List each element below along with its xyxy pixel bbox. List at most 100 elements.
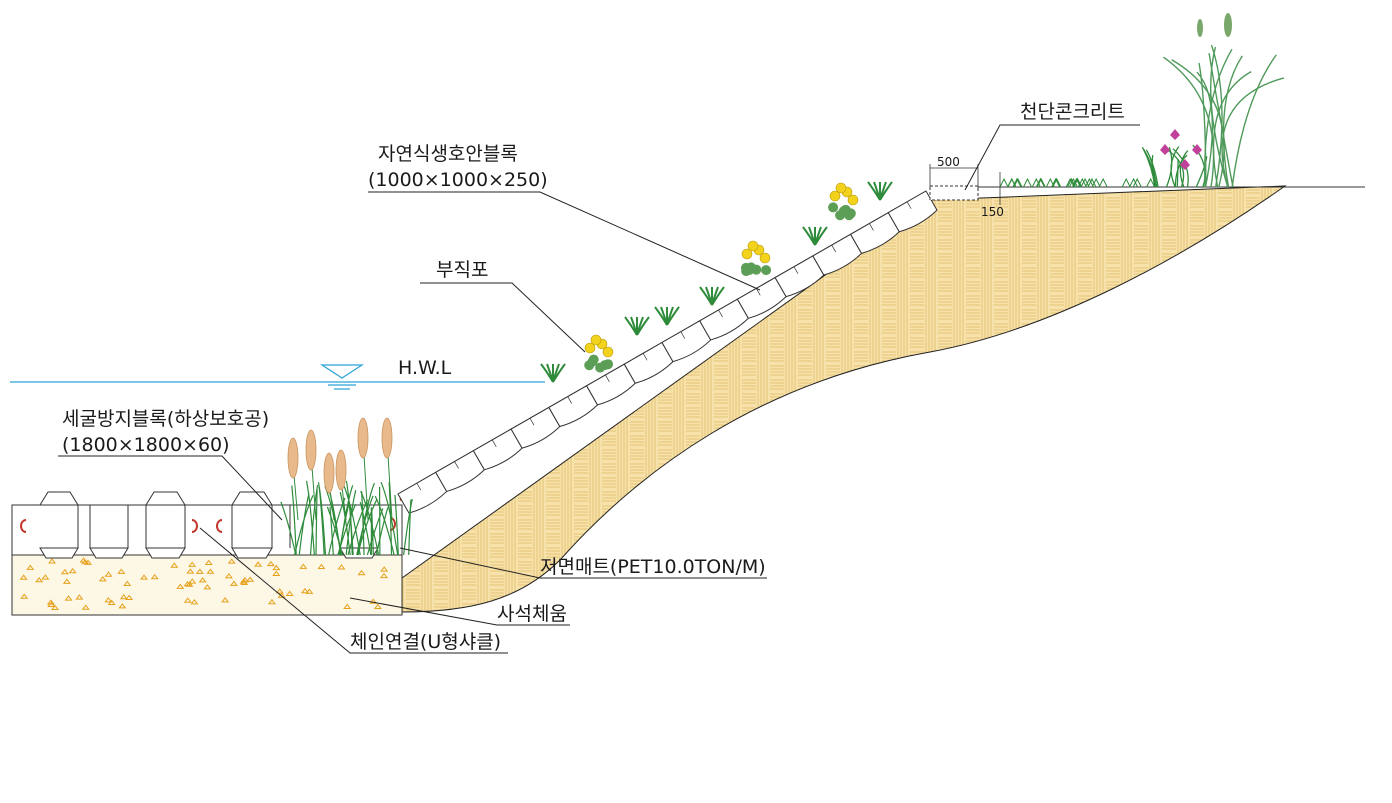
tall-reed-leaf <box>1204 48 1233 188</box>
gravel-chip <box>183 597 192 603</box>
grass-blade <box>291 485 297 556</box>
ground-cover <box>1065 177 1075 188</box>
scour-block-top <box>231 491 273 506</box>
ground-cover <box>1098 177 1108 188</box>
gravel-chip <box>104 571 113 577</box>
natural-block-leader <box>368 191 761 291</box>
reed-stem <box>311 466 317 521</box>
iris-leaf <box>1141 146 1156 188</box>
crest-concrete-label: 천단콘크리트 <box>1020 101 1125 123</box>
gravel-chip <box>19 574 28 580</box>
gravel-chip <box>195 568 204 574</box>
yellow-flower <box>584 342 596 354</box>
iris-flower <box>1160 144 1170 155</box>
gravel-chip <box>81 604 90 610</box>
chain-label: 체인연결(U형샤클) <box>350 631 501 653</box>
ground-cover <box>1035 177 1045 188</box>
reed-stem <box>329 489 335 521</box>
gravel-chip <box>373 603 382 610</box>
reed-head <box>335 449 347 491</box>
flower-leaf <box>588 354 599 365</box>
gravel-chip <box>246 576 255 582</box>
iris-leaf <box>1195 156 1208 188</box>
gravel-chip <box>285 590 294 596</box>
iris-flower <box>1192 144 1202 155</box>
crest-concrete <box>929 164 1001 205</box>
grass-blade <box>305 480 315 556</box>
reed-stem <box>363 454 369 521</box>
dim-width-label: 500 <box>937 155 960 169</box>
gravel-chip <box>224 573 233 579</box>
gravel-chip <box>48 558 57 564</box>
grass-blade <box>315 489 318 556</box>
ground-cover <box>1129 177 1139 188</box>
gravel-chip <box>337 564 346 570</box>
tall-reed-leaf <box>1208 53 1234 188</box>
ground-cover <box>1073 177 1083 188</box>
yellow-flower <box>759 252 771 264</box>
scour-block-bottom <box>231 547 273 559</box>
ground-cover <box>999 177 1009 188</box>
gravel-chip <box>35 576 44 583</box>
slope-block-joint <box>416 483 422 491</box>
reed-stem <box>293 474 299 521</box>
gravel-chip <box>26 564 35 570</box>
tall-reed-leaf <box>1212 70 1252 188</box>
scour-block-bottom <box>39 547 79 559</box>
slope-block-joint <box>831 244 836 253</box>
gravel-chip <box>221 597 230 603</box>
slope-block-joint <box>793 266 799 274</box>
slope-block-unit <box>887 190 938 233</box>
iris-flower <box>1170 129 1180 140</box>
grass-blade <box>280 501 297 556</box>
gravel-chip <box>379 572 388 579</box>
flower-leaf <box>740 262 751 273</box>
gravel-chip <box>240 579 249 586</box>
gravel-chip <box>272 570 281 576</box>
grass-tuft-blade <box>711 286 725 306</box>
ground-cover <box>1007 177 1017 188</box>
tall-reed-leaf <box>1221 77 1285 188</box>
flower-leaf <box>761 265 772 276</box>
scour-block-size-label: (1800×1800×60) <box>62 434 230 456</box>
reed-head <box>381 417 393 459</box>
ground-cover <box>1080 177 1090 188</box>
gravel-chip <box>343 603 352 609</box>
grass-blade <box>360 490 380 556</box>
reed-head <box>305 429 317 471</box>
iris-leaf <box>1174 154 1188 188</box>
scour-block-bottom <box>145 547 186 559</box>
gravel-chip <box>369 598 378 604</box>
ground-cover <box>1052 177 1062 188</box>
gravel-chip <box>75 594 84 600</box>
slope-block-joint <box>567 396 572 404</box>
gravel-chip <box>188 578 197 584</box>
gravel-chip <box>62 578 71 584</box>
ground-cover <box>1045 177 1055 188</box>
chain-leader <box>199 527 508 654</box>
tall-reed-leaf <box>1231 54 1277 188</box>
gravel-chip <box>186 568 195 574</box>
ground-cover <box>1072 177 1082 188</box>
ground-cover <box>1023 177 1032 188</box>
toe-grass-plants <box>280 417 413 556</box>
yellow-flower <box>741 248 753 260</box>
yellow-flower <box>835 182 847 194</box>
flower-leaf <box>835 210 846 221</box>
grass-blade <box>357 482 375 556</box>
gravel-chip <box>203 584 212 590</box>
natural-block-name-label: 자연식생호안블록 <box>378 143 518 165</box>
gravel-chip <box>47 601 56 607</box>
grass-blade <box>309 484 319 556</box>
grass-blade <box>408 499 412 556</box>
ground-cover <box>1091 177 1101 188</box>
gravel-fill-leader <box>349 597 570 626</box>
grass-blade <box>371 508 374 556</box>
scour-block-top <box>145 491 186 506</box>
iris-leaf <box>1149 156 1157 188</box>
grass-blade <box>394 494 399 556</box>
gravel-chip <box>317 563 326 570</box>
scour-block-bottom <box>89 547 129 559</box>
ground-cover <box>1132 177 1142 188</box>
grass-blade <box>318 486 327 556</box>
